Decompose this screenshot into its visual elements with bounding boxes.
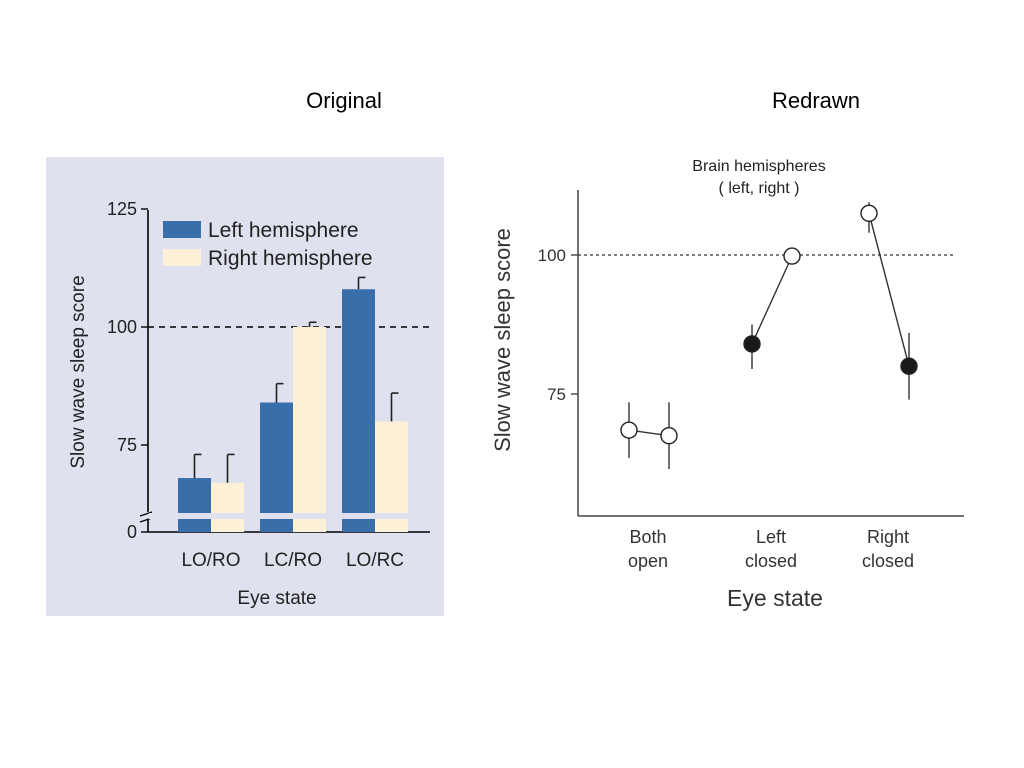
legend-swatch-right (163, 249, 201, 266)
x-axis-label: Eye state (727, 585, 823, 611)
x-tick-label: Right (867, 527, 909, 547)
redrawn-heading: Redrawn (771, 88, 861, 113)
axis-break-band (149, 513, 430, 519)
y-tick-label: 75 (547, 385, 566, 404)
x-tick-label: closed (862, 551, 914, 571)
legend-label: Right hemisphere (208, 247, 373, 270)
x-tick-label: Left (756, 527, 786, 547)
x-tick-label: Both (629, 527, 666, 547)
x-tick-label: LO/RO (181, 550, 240, 571)
y-axis-label: Slow wave sleep score (68, 275, 89, 468)
x-tick-label: open (628, 551, 668, 571)
original-panel-bg (46, 157, 444, 616)
bar-left (178, 478, 211, 532)
bar-right (211, 482, 244, 532)
axis-break-mark (139, 511, 153, 517)
bar-left (260, 402, 293, 532)
marker-right (660, 427, 678, 445)
y-tick-label: 75 (117, 435, 137, 455)
connector-line (868, 213, 910, 367)
y-tick-label: 100 (538, 246, 566, 265)
legend-label: Left hemisphere (208, 219, 359, 242)
chart-subtitle: ( left, right ) (719, 180, 800, 197)
y-axis-label: Slow wave sleep score (490, 228, 515, 452)
y-tick-label: 100 (107, 317, 137, 337)
bar-right (293, 327, 326, 532)
y-tick-label: 0 (127, 522, 137, 542)
y-tick-label: 125 (107, 199, 137, 219)
bar-left (342, 289, 375, 532)
marker-right (783, 247, 801, 265)
legend-swatch-left (163, 221, 201, 238)
marker-left (743, 335, 761, 353)
x-tick-label: LC/RO (264, 550, 322, 571)
original-heading: Original (306, 88, 382, 113)
x-tick-label: closed (745, 551, 797, 571)
marker-left (620, 421, 638, 439)
marker-right (900, 357, 918, 375)
x-axis-label: Eye state (237, 588, 316, 609)
marker-left (860, 204, 878, 223)
connector-line (751, 255, 793, 345)
x-tick-label: LO/RC (346, 550, 404, 571)
chart-title: Brain hemispheres (692, 158, 825, 175)
